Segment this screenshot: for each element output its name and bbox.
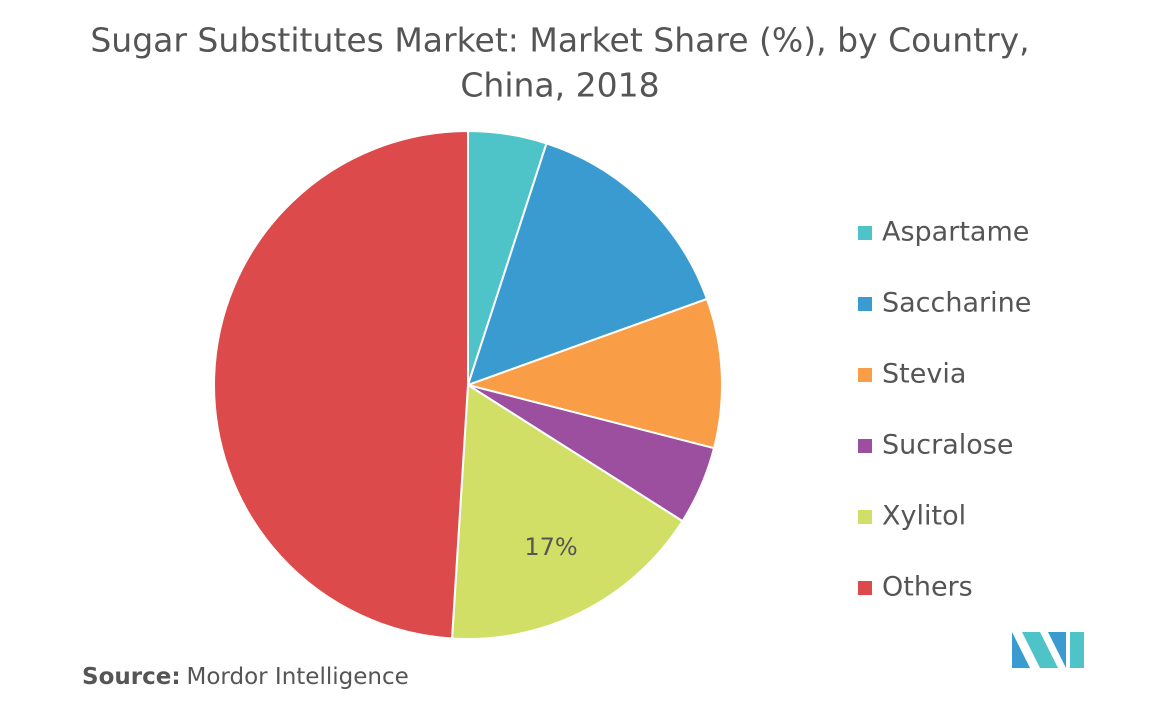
legend-swatch <box>858 439 872 453</box>
legend-label: Saccharine <box>882 288 1031 319</box>
legend-label: Others <box>882 572 973 603</box>
source-label: Source: <box>82 664 181 690</box>
legend-swatch <box>858 226 872 240</box>
data-label: 17% <box>524 533 577 561</box>
legend-swatch <box>858 510 872 524</box>
pie-slice <box>464 297 723 450</box>
legend-swatch <box>858 581 872 595</box>
pie-slice <box>450 383 684 640</box>
legend-label: Xylitol <box>882 501 966 532</box>
logo <box>1012 632 1084 668</box>
legend-label: Aspartame <box>882 217 1029 248</box>
pie-slice <box>213 129 469 640</box>
legend-swatch <box>858 297 872 311</box>
pie-slice <box>466 142 709 387</box>
legend-label: Sucralose <box>882 430 1013 461</box>
chart-title: Sugar Substitutes Market: Market Share (… <box>90 21 1029 60</box>
legend-swatch <box>858 368 872 382</box>
source: Source: Mordor Intelligence <box>82 664 409 690</box>
chart-title: China, 2018 <box>460 66 659 105</box>
legend-label: Stevia <box>882 359 966 390</box>
source-text: Mordor Intelligence <box>187 664 409 690</box>
